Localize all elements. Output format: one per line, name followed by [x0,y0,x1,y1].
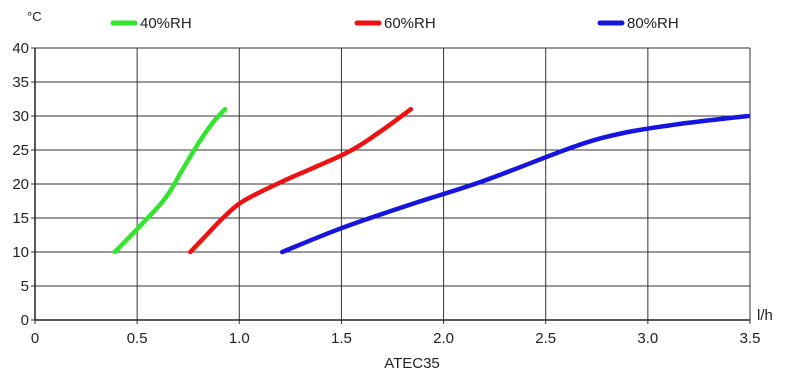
legend-label: 80%RH [627,15,679,32]
x-tick-label: 3.0 [637,330,658,347]
legend-label: 40%RH [140,15,192,32]
x-axis-title: ATEC35 [384,355,440,372]
y-tick-label: 30 [12,108,29,125]
x-unit-label: l/h [757,307,773,324]
x-tick-label: 0 [31,330,39,347]
series-line-60rh [188,106,414,255]
y-tick-label: 35 [12,74,29,91]
y-tick-label: 10 [12,244,29,261]
x-tick-label: 1.0 [229,330,250,347]
x-tick-label: 0.5 [127,330,148,347]
x-tick-label: 3.5 [740,330,761,347]
y-tick-labels: 0 5 10 15 20 25 30 35 40 [12,40,29,329]
x-tick-label: 1.5 [331,330,352,347]
y-tick-label: 20 [12,176,29,193]
x-tick-labels: 0 0.5 1.0 1.5 2.0 2.5 3.0 3.5 [31,330,761,347]
series-line-80rh [279,113,751,255]
y-tick-label: 5 [21,278,29,295]
series-line-40rh [112,106,228,255]
legend: 40%RH 60%RH 80%RH [110,15,679,32]
series-lines [112,106,751,255]
y-tick-label: 0 [21,312,29,329]
y-tick-label: 25 [12,142,29,159]
y-unit-label: °C [27,9,42,24]
x-tick-label: 2.0 [433,330,454,347]
legend-label: 60%RH [384,15,436,32]
grid [34,47,751,321]
axes [31,47,751,324]
y-tick-label: 40 [12,40,29,57]
x-tick-label: 2.5 [535,330,556,347]
y-tick-label: 15 [12,210,29,227]
